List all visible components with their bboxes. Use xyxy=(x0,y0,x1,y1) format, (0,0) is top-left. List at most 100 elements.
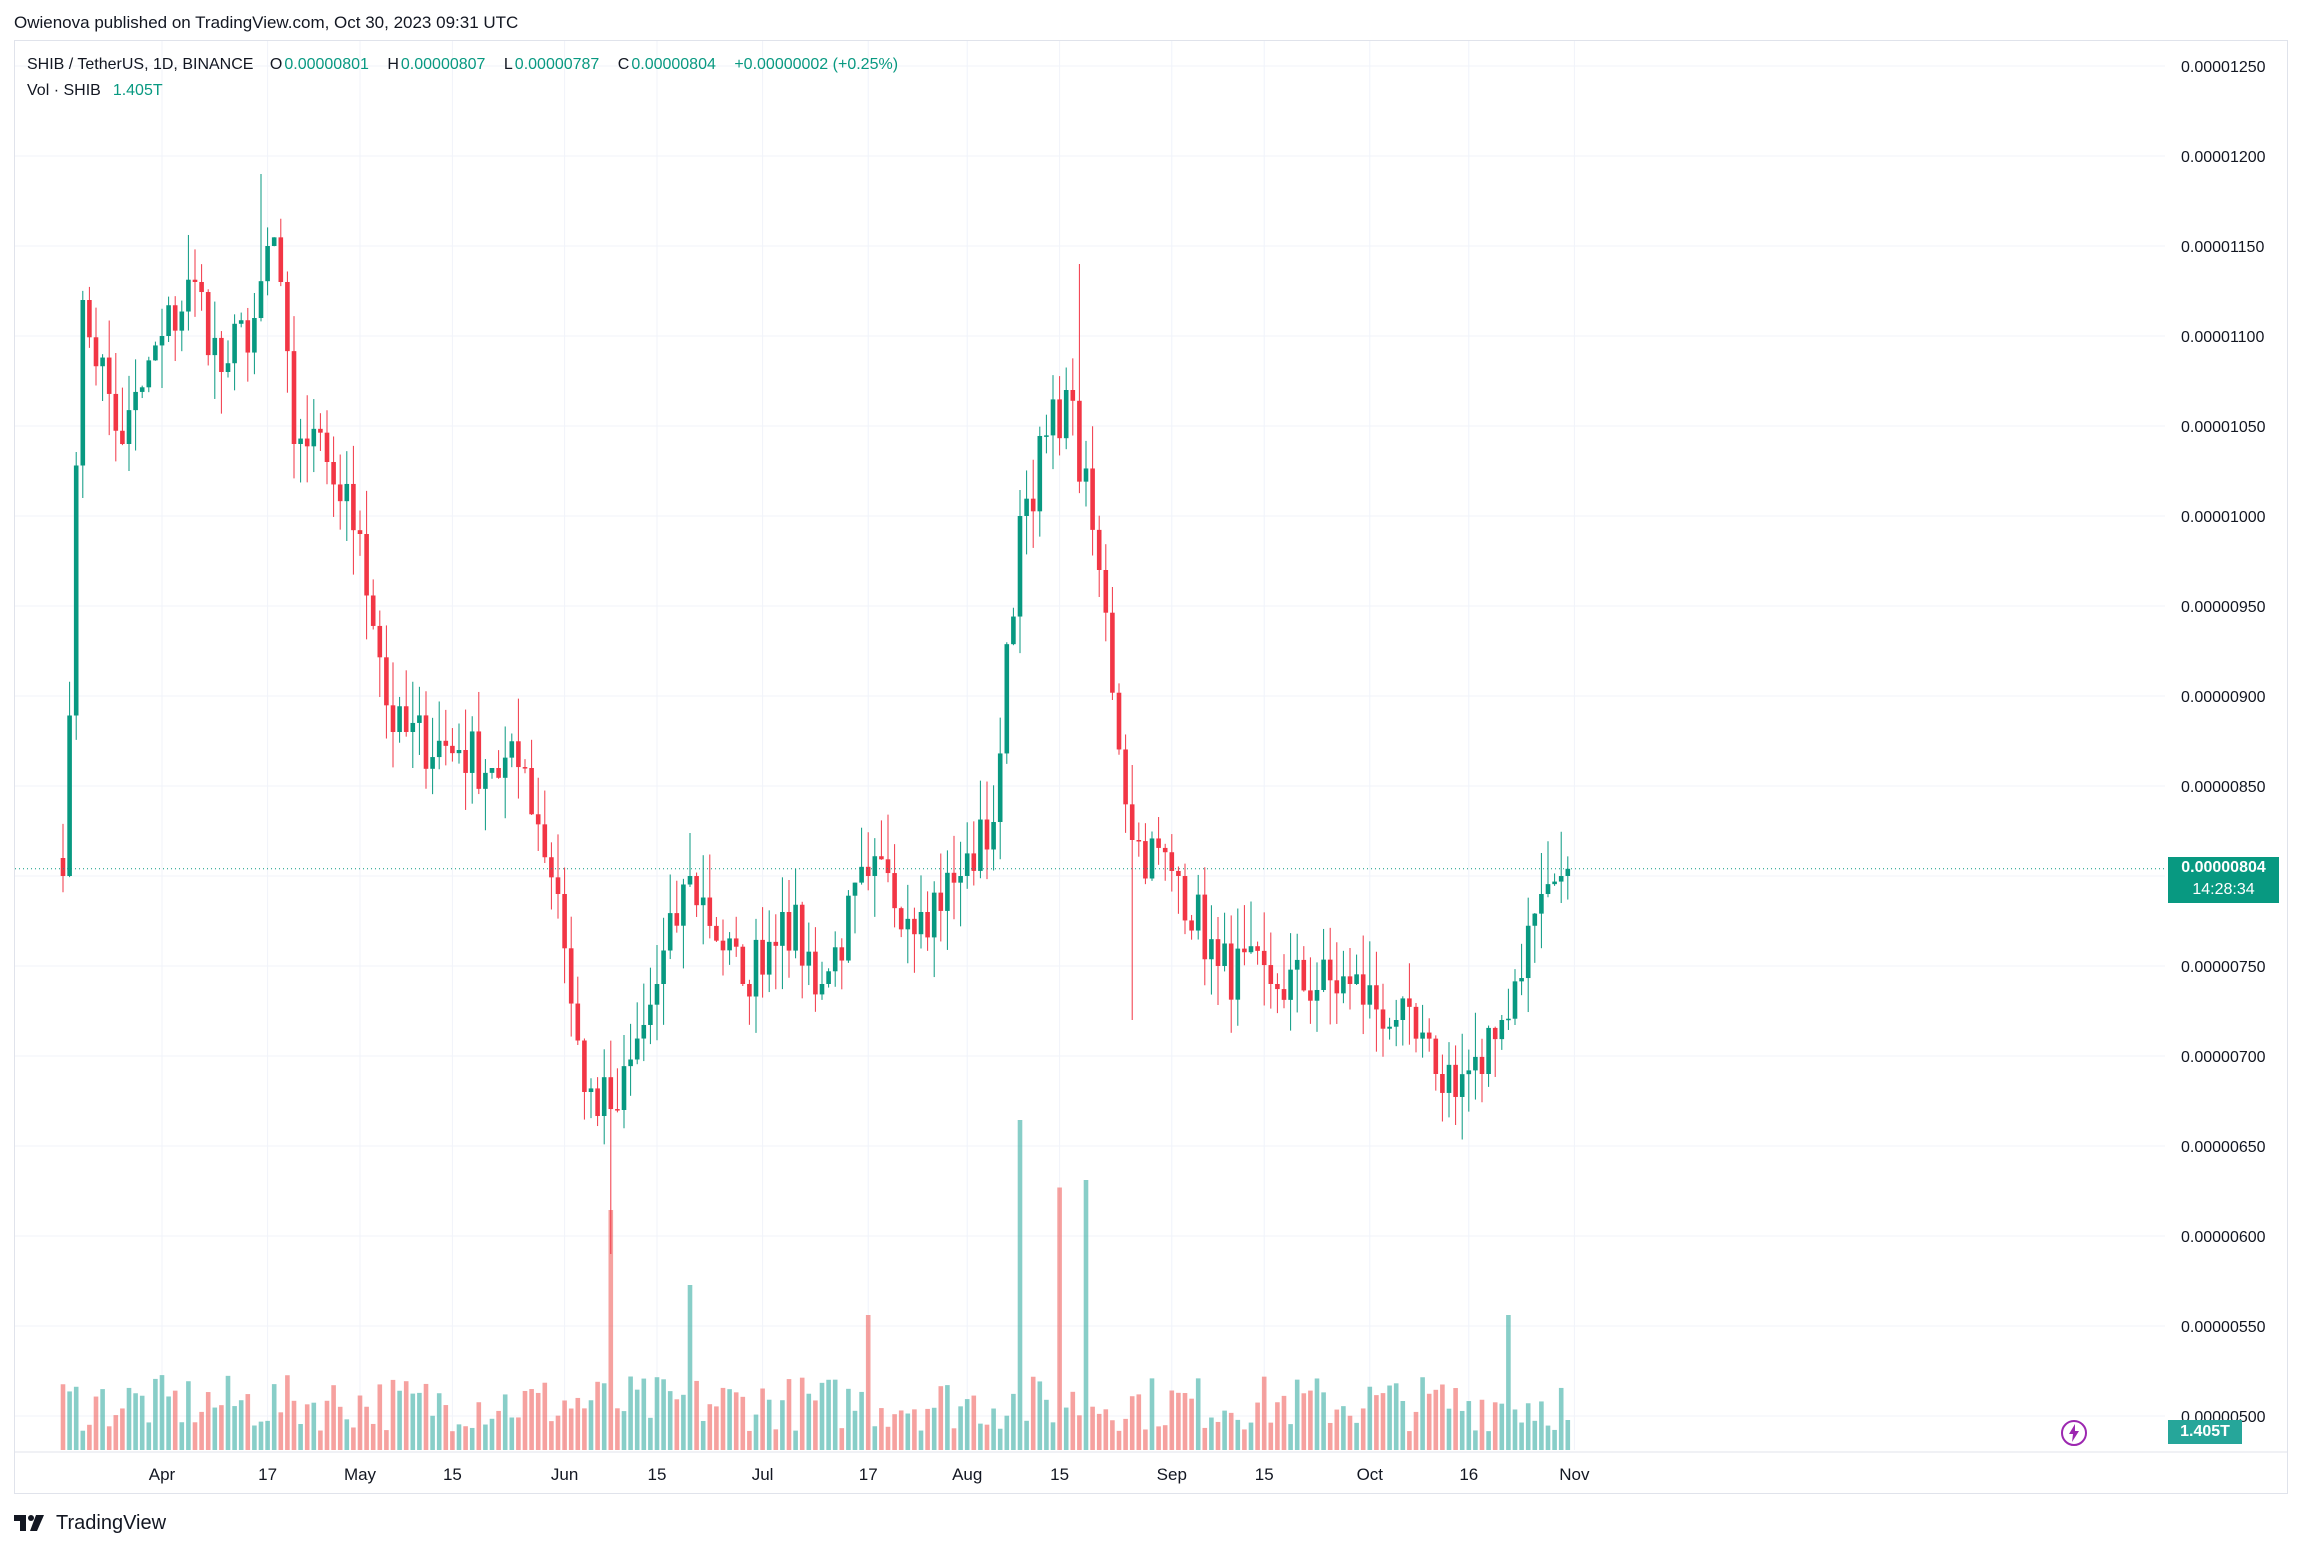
volume-bar xyxy=(1354,1422,1359,1450)
candle-body xyxy=(634,1038,640,1060)
volume-bar xyxy=(285,1375,290,1450)
candle xyxy=(397,696,402,743)
candle xyxy=(483,759,488,831)
candle-body xyxy=(364,534,369,596)
volume-bar xyxy=(133,1393,138,1450)
volume-bar xyxy=(1327,1422,1333,1450)
volume-bar xyxy=(714,1406,719,1450)
candle-body xyxy=(872,856,878,876)
volume-bar xyxy=(1182,1393,1188,1450)
volume-bar xyxy=(357,1395,363,1450)
candle xyxy=(1301,946,1307,992)
candle-body xyxy=(971,853,977,871)
candle xyxy=(1294,933,1300,1013)
candle-body xyxy=(351,483,356,531)
candle-body xyxy=(549,857,554,878)
volume-bar xyxy=(720,1387,726,1450)
volume-label[interactable]: Vol · SHIB xyxy=(27,82,101,99)
lightning-bolt-icon[interactable] xyxy=(2059,1418,2089,1448)
volume-value: 1.405T xyxy=(112,82,163,99)
candle xyxy=(832,931,838,987)
candle xyxy=(1215,917,1221,1006)
candle-body xyxy=(1070,390,1076,401)
volume-bar xyxy=(753,1414,759,1450)
candle xyxy=(1222,912,1227,972)
volume-bar xyxy=(661,1379,666,1450)
volume-bar xyxy=(971,1395,977,1450)
volume-bar xyxy=(958,1406,963,1450)
volume-bar xyxy=(707,1404,713,1450)
candle-body xyxy=(681,884,686,926)
volume-bar xyxy=(1473,1430,1478,1450)
volume-bar xyxy=(153,1378,158,1450)
ohlc-row: SHIB / TetherUS, 1D, BINANCE O 0.00000801… xyxy=(27,52,912,78)
candle-body xyxy=(469,731,475,773)
volume-bar xyxy=(192,1422,198,1450)
candle-body xyxy=(113,393,119,431)
candle xyxy=(1169,834,1175,892)
candle xyxy=(113,352,119,462)
candle-body xyxy=(476,731,482,789)
candle-body xyxy=(522,767,528,769)
candle xyxy=(529,739,534,815)
volume-bar xyxy=(430,1415,435,1450)
volume-bar xyxy=(819,1382,825,1450)
volume-bar xyxy=(1004,1415,1010,1450)
candle-body xyxy=(1077,400,1082,482)
candle xyxy=(304,395,310,483)
candle-body xyxy=(529,768,534,815)
candle xyxy=(1308,957,1313,1024)
y-tick-label: 0.00000600 xyxy=(2181,1229,2266,1246)
volume-bar xyxy=(390,1379,396,1450)
candle-body xyxy=(1103,570,1109,613)
candle-body xyxy=(516,741,521,768)
candle xyxy=(1367,941,1373,1019)
volume-bar xyxy=(1261,1376,1267,1450)
candlesticks xyxy=(60,174,1571,1254)
candle-body xyxy=(964,853,970,876)
volume-bar xyxy=(238,1400,244,1450)
candle-body xyxy=(1288,969,1293,1000)
volume-bar xyxy=(179,1422,185,1450)
candle-body xyxy=(747,984,752,997)
candle xyxy=(535,777,541,851)
footer-brand[interactable]: TradingView xyxy=(14,1508,166,1538)
x-tick-label: Jul xyxy=(752,1465,774,1484)
candle-body xyxy=(1387,1026,1392,1029)
volume-bar xyxy=(938,1386,944,1450)
candle-body xyxy=(1024,498,1029,516)
candle xyxy=(166,296,171,343)
candle-body xyxy=(1222,943,1227,966)
candle-body xyxy=(417,715,422,723)
y-tick-label: 0.00000900 xyxy=(2181,689,2266,706)
volume-bar xyxy=(1209,1417,1214,1450)
candle-body xyxy=(1030,498,1036,512)
volume-bar xyxy=(555,1415,561,1450)
volume-bar xyxy=(1301,1393,1307,1450)
candle-body xyxy=(186,279,191,312)
volume-bar xyxy=(271,1384,277,1450)
candle-body xyxy=(1156,838,1161,848)
volume-bar xyxy=(892,1414,897,1450)
candle-body xyxy=(674,913,680,926)
x-tick-label: 17 xyxy=(859,1465,878,1484)
volume-bar xyxy=(146,1422,152,1450)
candle xyxy=(126,375,132,472)
x-tick-label: 15 xyxy=(443,1465,462,1484)
candle xyxy=(1011,607,1016,646)
symbol-label[interactable]: SHIB / TetherUS, 1D, BINANCE xyxy=(27,56,254,73)
volume-bar xyxy=(1011,1393,1016,1450)
candle xyxy=(212,301,218,399)
volume-bar xyxy=(1050,1422,1056,1450)
volume-bar xyxy=(199,1411,204,1450)
volume-bar xyxy=(172,1390,178,1450)
volume-bar xyxy=(1380,1393,1386,1450)
candle-body xyxy=(799,904,805,966)
candle-body xyxy=(1512,981,1518,1019)
candle-body xyxy=(753,939,759,997)
chart-frame[interactable] xyxy=(14,40,2288,1494)
volume-bar xyxy=(1136,1394,1142,1450)
candle xyxy=(720,919,726,976)
candle-body xyxy=(410,722,416,732)
